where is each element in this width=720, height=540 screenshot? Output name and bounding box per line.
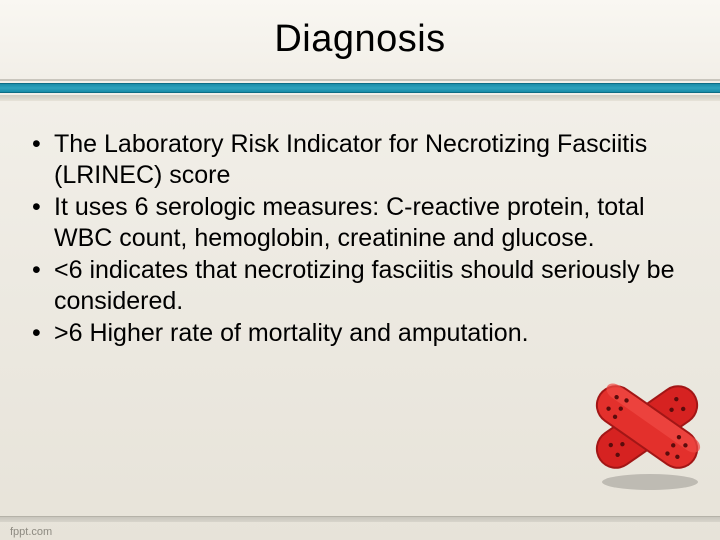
- watermark: fppt.com: [10, 526, 52, 538]
- bottom-divider: [0, 516, 720, 522]
- title-area: Diagnosis: [0, 0, 720, 79]
- bandage-cross-icon: [582, 362, 712, 492]
- list-item: The Laboratory Risk Indicator for Necrot…: [28, 129, 692, 190]
- list-item: It uses 6 serologic measures: C-reactive…: [28, 192, 692, 253]
- divider-band: [0, 79, 720, 101]
- bullet-list: The Laboratory Risk Indicator for Necrot…: [28, 129, 692, 349]
- content-area: The Laboratory Risk Indicator for Necrot…: [0, 101, 720, 349]
- list-item: >6 Higher rate of mortality and amputati…: [28, 318, 692, 349]
- list-item: <6 indicates that necrotizing fasciitis …: [28, 255, 692, 316]
- page-title: Diagnosis: [0, 18, 720, 61]
